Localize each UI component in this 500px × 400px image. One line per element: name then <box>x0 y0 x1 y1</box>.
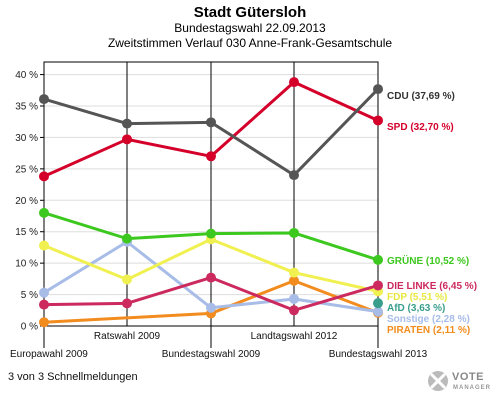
data-point <box>373 115 383 126</box>
logo-x-icon <box>428 371 448 391</box>
y-tick-label: 35 % <box>15 102 38 113</box>
series-gr-ne <box>39 207 383 265</box>
chart-title: Stadt Gütersloh <box>194 4 307 21</box>
y-tick-label: 20 % <box>15 196 38 207</box>
data-point <box>373 84 383 95</box>
data-point <box>39 240 49 251</box>
data-point <box>206 117 216 128</box>
series-afd <box>373 298 383 309</box>
y-tick-label: 15 % <box>15 227 38 238</box>
data-point <box>39 299 49 310</box>
data-point <box>373 254 383 265</box>
data-point <box>206 302 216 313</box>
end-label: GRÜNE (10,52 %) <box>387 254 469 267</box>
y-tick-label: 40 % <box>15 70 38 81</box>
data-point <box>206 228 216 239</box>
chart-subtitle: Bundestagswahl 22.09.2013 <box>174 21 326 35</box>
data-point <box>289 170 299 181</box>
data-point <box>39 317 49 328</box>
data-point <box>373 298 383 309</box>
x-tick-label: Europawahl 2009 <box>10 349 88 360</box>
vote-manager-logo: VOTE MANAGER <box>428 371 491 391</box>
end-label: PIRATEN (2,11 %) <box>387 325 470 336</box>
data-point <box>289 227 299 238</box>
x-tick-label: Bundestagswahl 2013 <box>329 349 428 360</box>
y-tick-label: 30 % <box>15 133 38 144</box>
series-spd <box>39 77 383 182</box>
data-point <box>206 272 216 283</box>
data-point <box>122 118 132 129</box>
logo-subtext: MANAGER <box>453 385 491 391</box>
logo-text: VOTE <box>452 371 484 383</box>
end-label: CDU (37,69 %) <box>387 91 455 102</box>
data-point <box>206 151 216 162</box>
y-tick-label: 25 % <box>15 164 38 175</box>
y-tick-label: 0 % <box>21 322 38 333</box>
series-cdu <box>39 84 383 181</box>
data-point <box>122 233 132 244</box>
data-point <box>373 280 383 291</box>
end-label: Sonstige (2,28 %) <box>387 314 470 325</box>
data-point <box>289 293 299 304</box>
data-point <box>289 275 299 286</box>
data-point <box>122 298 132 309</box>
data-point <box>39 287 49 298</box>
data-point <box>39 171 49 182</box>
x-tick-label: Ratswahl 2009 <box>94 331 161 342</box>
end-label: FDP (5,51 %) <box>387 292 447 303</box>
data-point <box>289 77 299 88</box>
end-label: DIE LINKE (6,45 %) <box>387 281 477 292</box>
footer-text: 3 von 3 Schnellmeldungen <box>8 371 138 383</box>
series-group <box>39 77 383 328</box>
data-point <box>122 134 132 145</box>
y-tick-label: 10 % <box>15 259 38 270</box>
x-tick-label: Landtagswahl 2012 <box>251 331 338 342</box>
data-point <box>373 306 383 317</box>
y-axis-ticks: 0 % 5 % 10 % 15 % 20 % 25 % 30 % 35 % 40 % <box>15 70 44 333</box>
data-point <box>39 94 49 105</box>
data-point <box>39 207 49 218</box>
end-label: SPD (32,70 %) <box>387 122 454 133</box>
y-tick-label: 5 % <box>21 290 38 301</box>
series-die-linke <box>39 272 383 316</box>
end-labels: CDU (37,69 %) SPD (32,70 %) GRÜNE (10,52 %… <box>387 91 477 336</box>
x-tick-label: Bundestagswahl 2009 <box>162 349 261 360</box>
data-point <box>289 267 299 278</box>
data-point <box>122 274 132 285</box>
data-point <box>289 305 299 316</box>
end-label: AfD (3,63 %) <box>387 303 445 314</box>
chart-subtitle-2: Zweitstimmen Verlauf 030 Anne-Frank-Gesa… <box>108 36 392 50</box>
